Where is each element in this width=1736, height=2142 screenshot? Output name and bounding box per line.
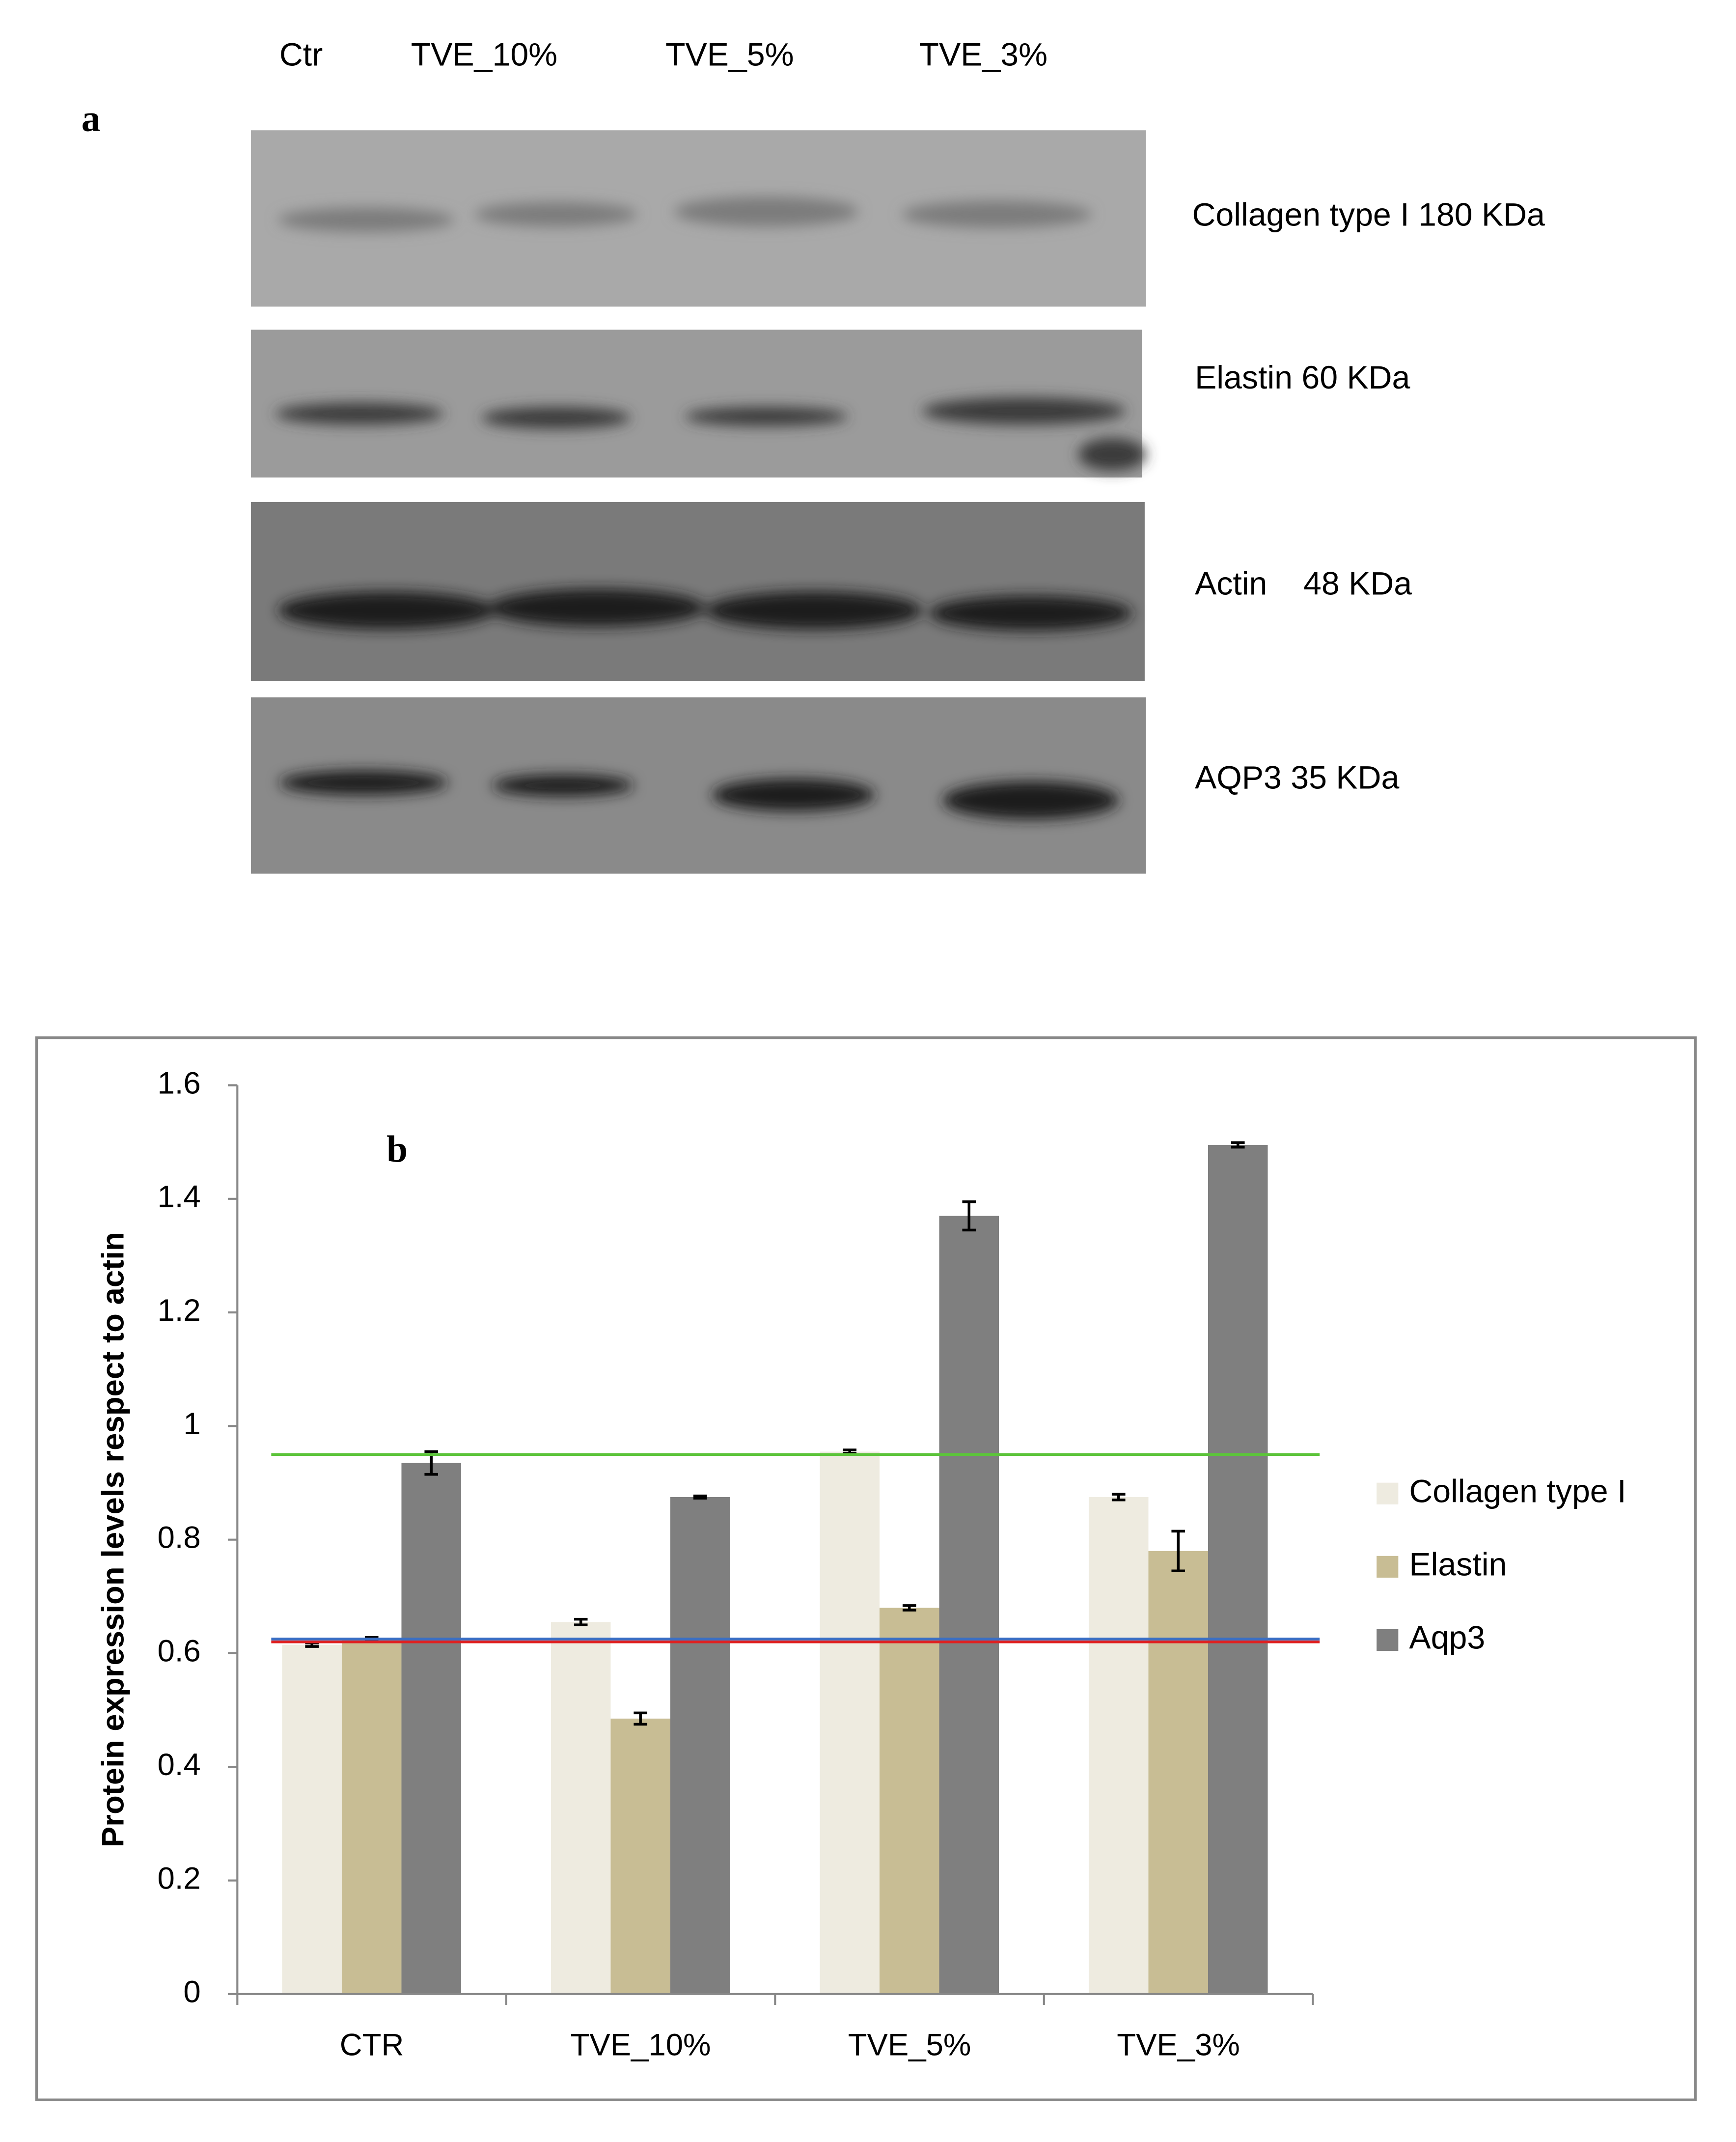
- y-tick-label: 0.8: [157, 1520, 200, 1555]
- x-tick-label: CTR: [340, 2028, 404, 2062]
- bar: [1148, 1551, 1209, 1994]
- lane-label: Ctr: [279, 37, 323, 73]
- x-tick-label: TVE_5%: [848, 2028, 971, 2062]
- y-tick-label: 0.6: [157, 1634, 200, 1669]
- y-tick-label: 1.4: [157, 1180, 200, 1214]
- y-tick-label: 0: [183, 1975, 200, 2009]
- error-bar: [574, 1617, 588, 1626]
- error-bar: [634, 1711, 648, 1726]
- band-label: Elastin 60 KDa: [1195, 360, 1410, 396]
- bar: [401, 1463, 461, 1994]
- y-tick-label: 1.6: [157, 1066, 200, 1100]
- legend-swatch: [1377, 1556, 1399, 1578]
- bar: [879, 1608, 939, 1994]
- legend-label: Aqp3: [1409, 1620, 1485, 1656]
- bar: [820, 1451, 880, 1994]
- lane-label: TVE_3%: [919, 37, 1047, 73]
- error-bar: [693, 1494, 707, 1500]
- y-tick-label: 0.2: [157, 1861, 200, 1895]
- legend-label: Collagen type I: [1409, 1473, 1626, 1509]
- lane-label: TVE_10%: [411, 37, 557, 73]
- bar: [610, 1718, 670, 1994]
- panel-label: b: [386, 1128, 408, 1170]
- bar: [670, 1497, 730, 1994]
- bar: [1208, 1144, 1268, 1994]
- band-label: Actin 48 KDa: [1195, 566, 1412, 602]
- bar: [1088, 1497, 1149, 1994]
- chart-frame: [35, 1036, 1697, 2102]
- bar: [282, 1644, 342, 1994]
- chart: b Protein expression levels respect to ac…: [96, 1066, 1626, 2062]
- error-bar: [1231, 1141, 1245, 1149]
- legend-swatch: [1377, 1482, 1399, 1504]
- error-bar: [1171, 1530, 1185, 1573]
- x-tick-label: TVE_10%: [571, 2028, 711, 2062]
- band-label: AQP3 35 KDa: [1195, 760, 1399, 796]
- error-bar: [1111, 1493, 1126, 1502]
- legend-label: Elastin: [1409, 1546, 1507, 1583]
- legend-swatch: [1377, 1629, 1399, 1651]
- bar: [341, 1639, 402, 1994]
- error-bar: [962, 1200, 976, 1232]
- y-tick-label: 1: [183, 1407, 200, 1441]
- error-bar: [902, 1604, 916, 1612]
- blot-image: [250, 130, 1146, 874]
- panel-label: a: [82, 97, 101, 139]
- bar: [551, 1622, 611, 1994]
- bar: [939, 1216, 999, 1994]
- y-tick-label: 0.4: [157, 1748, 200, 1782]
- y-tick-label: 1.2: [157, 1293, 200, 1328]
- x-tick-label: TVE_3%: [1117, 2028, 1240, 2062]
- y-axis-label: Protein expression levels respect to act…: [96, 1232, 131, 1847]
- band-label: Collagen type I 180 KDa: [1192, 197, 1545, 233]
- lane-label: TVE_5%: [665, 37, 794, 73]
